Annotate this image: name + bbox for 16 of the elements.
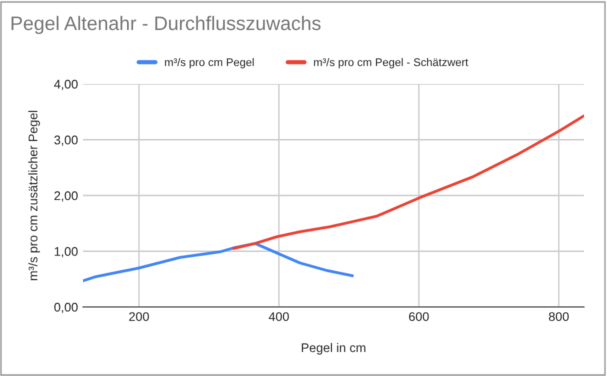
y-tick-label: 4,00 (54, 80, 78, 90)
x-tick-label: 800 (548, 312, 569, 322)
x-tick-label: 600 (409, 312, 429, 322)
legend-label: m³/s pro cm Pegel - Schätzwert (314, 58, 468, 68)
line-series (83, 242, 354, 282)
y-tick-label: 3,00 (54, 136, 78, 146)
legend-label: m³/s pro cm Pegel (165, 58, 254, 68)
y-tick-label: 2,00 (54, 191, 78, 202)
chart-title: Pegel Altenahr - Durchflusszuwachs (12, 16, 321, 34)
x-axis-title: Pegel in cm (302, 342, 366, 355)
y-tick-label: 0,00 (54, 302, 78, 314)
x-tick-label: 400 (268, 312, 289, 322)
y-axis-title: m³/s pro cm zusätzlicher Pegel (28, 110, 40, 280)
line-series (232, 114, 584, 250)
x-tick-label: 200 (129, 312, 149, 322)
y-tick-label: 1,00 (54, 247, 78, 258)
